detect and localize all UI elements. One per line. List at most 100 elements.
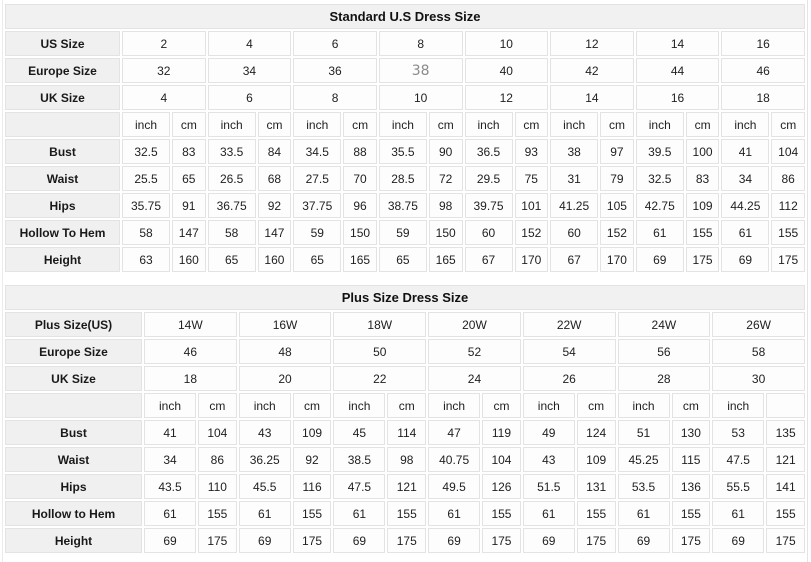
measurement-value: 170 <box>514 247 549 272</box>
measurement-value: 41.25 <box>550 193 599 218</box>
measurement-value: 165 <box>428 247 463 272</box>
measurement-value: 104 <box>482 447 521 472</box>
unit-header: cm <box>514 112 549 137</box>
measurement-row-waist: Waist 34 86 36.25 92 38.5 98 40.75 104 43 109 45.25… <box>5 447 805 472</box>
unit-header-row: inch cm inch cm inch cm inch cm inch cm inch cm inch <box>5 393 805 418</box>
measurement-value: 65 <box>293 247 342 272</box>
measurement-value: 175 <box>198 528 237 553</box>
row-label: Hips <box>5 193 120 218</box>
measurement-row-height: Height 69 175 69 175 69 175 69 175 69 175 69 175 69 17… <box>5 528 805 553</box>
plus-title-row: Plus Size Dress Size <box>5 285 805 310</box>
size-value: 14 <box>635 31 720 56</box>
measurement-value: 34 <box>721 166 770 191</box>
measurement-value: 112 <box>771 193 805 218</box>
measurement-value: 69 <box>333 528 386 553</box>
size-value: 8 <box>378 31 463 56</box>
measurement-value: 97 <box>600 139 634 164</box>
measurement-value: 86 <box>198 447 237 472</box>
measurement-value: 68 <box>257 166 292 191</box>
measurement-row-hips: Hips 35.75 91 36.75 92 37.75 96 38.75 98 39.75 101… <box>5 193 805 218</box>
measurement-value: 63 <box>122 247 170 272</box>
measurement-value: 35.5 <box>378 139 427 164</box>
size-value: 6 <box>293 31 377 56</box>
measurement-value: 32.5 <box>122 139 170 164</box>
size-value: 36 <box>293 58 377 83</box>
measurement-value: 175 <box>387 528 427 553</box>
measurement-value: 49 <box>522 420 575 445</box>
measurement-value: 155 <box>387 501 427 526</box>
measurement-value: 175 <box>576 528 616 553</box>
measurement-value: 38.5 <box>333 447 386 472</box>
unit-header: inch <box>721 112 770 137</box>
measurement-value: 36.5 <box>464 139 513 164</box>
unit-row-spacer <box>5 112 120 137</box>
measurement-row-hips: Hips 43.5 110 45.5 116 47.5 121 49.5 126 51.5 131 5… <box>5 474 805 499</box>
unit-header: cm <box>576 393 616 418</box>
measurement-row-hollow-to-hem: Hollow To Hem 58 147 58 147 59 150 59 150 60 152 60… <box>5 220 805 245</box>
unit-header: inch <box>522 393 575 418</box>
measurement-value: 37.75 <box>293 193 342 218</box>
unit-header: inch <box>635 112 684 137</box>
size-value: 10 <box>378 85 463 110</box>
measurement-value: 109 <box>685 193 720 218</box>
row-label: UK Size <box>5 85 120 110</box>
measurement-value: 42.75 <box>635 193 684 218</box>
measurement-value: 175 <box>766 528 805 553</box>
row-label: Height <box>5 247 120 272</box>
unit-header: inch <box>207 112 256 137</box>
unit-header: cm <box>343 112 377 137</box>
measurement-value: 84 <box>257 139 292 164</box>
row-label: Waist <box>5 166 120 191</box>
size-value: 56 <box>617 339 711 364</box>
measurement-value: 72 <box>428 166 463 191</box>
size-value: 18 <box>721 85 805 110</box>
measurement-value: 155 <box>671 501 711 526</box>
measurement-value: 175 <box>685 247 720 272</box>
measurement-value: 61 <box>617 501 670 526</box>
measurement-value: 98 <box>428 193 463 218</box>
measurement-value: 25.5 <box>122 166 170 191</box>
measurement-value: 86 <box>771 166 805 191</box>
measurement-value: 91 <box>172 193 206 218</box>
measurement-value: 61 <box>635 220 684 245</box>
size-row-us-size: US Size 2 4 6 8 10 12 14 16 <box>5 31 805 56</box>
size-value: 20 <box>238 366 332 391</box>
measurement-value: 155 <box>198 501 237 526</box>
measurement-value: 105 <box>600 193 634 218</box>
measurement-value: 36.75 <box>207 193 256 218</box>
unit-header: inch <box>428 393 481 418</box>
row-label: Plus Size(US) <box>5 312 142 337</box>
row-label: Waist <box>5 447 142 472</box>
measurement-value: 110 <box>198 474 237 499</box>
measurement-value: 65 <box>172 166 206 191</box>
measurement-value: 116 <box>292 474 332 499</box>
unit-header: inch <box>378 112 427 137</box>
measurement-value: 26.5 <box>207 166 256 191</box>
measurement-value: 58 <box>207 220 256 245</box>
measurement-value: 160 <box>257 247 292 272</box>
measurement-value: 119 <box>482 420 521 445</box>
measurement-value: 35.75 <box>122 193 170 218</box>
measurement-value: 61 <box>428 501 481 526</box>
size-value: 32 <box>122 58 206 83</box>
row-label: Europe Size <box>5 58 120 83</box>
unit-header: cm <box>387 393 427 418</box>
measurement-value: 49.5 <box>428 474 481 499</box>
measurement-value: 53 <box>712 420 765 445</box>
unit-header: cm <box>600 112 634 137</box>
measurement-value: 67 <box>550 247 599 272</box>
measurement-value: 130 <box>671 420 711 445</box>
size-value: 40 <box>464 58 549 83</box>
row-label: Hollow to Hem <box>5 501 142 526</box>
size-value: 22W <box>522 312 616 337</box>
measurement-value: 98 <box>387 447 427 472</box>
size-value: 2 <box>122 31 206 56</box>
measurement-value: 165 <box>343 247 377 272</box>
row-label: UK Size <box>5 366 142 391</box>
measurement-value: 155 <box>482 501 521 526</box>
size-value: 44 <box>635 58 720 83</box>
size-value: 18 <box>144 366 237 391</box>
size-row-europe-size: Europe Size 46 48 50 52 54 56 58 <box>5 339 805 364</box>
unit-header: inch <box>550 112 599 137</box>
unit-header: inch <box>144 393 196 418</box>
